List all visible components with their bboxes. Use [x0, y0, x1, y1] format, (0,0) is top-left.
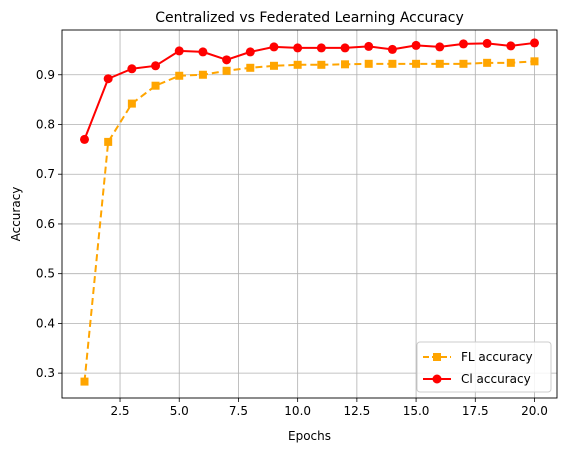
data-point — [269, 42, 279, 52]
data-point — [435, 59, 444, 68]
axis-ticks: 2.5 5.0 7.5 10.0 12.5 15.0 17.5 20.0 0.3 0.4 0.5 0.… — [36, 68, 548, 418]
legend: FL accuracy Cl accuracy — [416, 341, 552, 393]
y-tick-label: 0.9 — [36, 68, 55, 82]
data-point — [340, 43, 350, 53]
data-point — [530, 38, 539, 48]
x-tick-label: 17.5 — [462, 404, 489, 418]
data-point — [103, 74, 113, 84]
data-point — [458, 39, 468, 49]
data-point — [317, 60, 326, 69]
data-point — [245, 47, 255, 57]
data-point — [127, 64, 137, 74]
legend-fl-label: FL accuracy — [461, 350, 533, 364]
chart-title: Centralized vs Federated Learning Accura… — [155, 10, 464, 26]
data-point — [435, 42, 445, 52]
data-point — [80, 134, 89, 144]
plot-area-frame — [61, 29, 558, 399]
data-point — [482, 38, 492, 48]
data-point — [198, 47, 208, 57]
legend-cl-label: Cl accuracy — [461, 372, 531, 386]
data-point — [483, 58, 492, 67]
data-point — [412, 59, 421, 68]
data-point — [151, 61, 161, 71]
data-point — [387, 44, 397, 54]
data-series — [80, 38, 539, 386]
x-tick-label: 10.0 — [284, 404, 311, 418]
data-point — [506, 41, 516, 51]
data-point — [104, 137, 113, 146]
y-tick-label: 0.6 — [36, 217, 55, 231]
data-point — [269, 61, 278, 70]
data-point — [316, 43, 326, 53]
data-point — [364, 41, 374, 51]
data-point — [175, 71, 184, 80]
data-point — [341, 60, 350, 69]
y-tick-label: 0.7 — [36, 167, 55, 181]
data-point — [293, 43, 303, 53]
series-fl-accuracy — [80, 57, 539, 386]
y-tick-label: 0.8 — [36, 117, 55, 131]
data-point — [364, 59, 373, 68]
data-point — [411, 40, 421, 50]
data-point — [127, 99, 136, 108]
data-point — [198, 70, 207, 79]
y-axis-label: Accuracy — [9, 187, 23, 242]
legend-cl-marker — [432, 374, 442, 384]
data-point — [80, 377, 89, 386]
x-tick-label: 7.5 — [229, 404, 248, 418]
grid — [62, 30, 557, 398]
x-tick-label: 5.0 — [170, 404, 189, 418]
data-point — [222, 66, 231, 75]
y-tick-label: 0.3 — [36, 366, 55, 380]
x-axis-label: Epochs — [288, 429, 331, 443]
x-tick-label: 15.0 — [403, 404, 430, 418]
x-tick-label: 20.0 — [521, 404, 548, 418]
data-point — [151, 81, 160, 90]
data-point — [293, 60, 302, 69]
y-tick-label: 0.4 — [36, 316, 55, 330]
series-cl-accuracy — [80, 38, 539, 144]
data-point — [246, 63, 255, 72]
data-point — [506, 58, 515, 67]
data-point — [388, 59, 397, 68]
x-tick-label: 2.5 — [110, 404, 129, 418]
data-point — [222, 55, 232, 65]
x-tick-label: 12.5 — [344, 404, 371, 418]
data-point — [459, 59, 468, 68]
y-tick-label: 0.5 — [36, 267, 55, 281]
data-point — [530, 57, 539, 66]
legend-fl-marker — [433, 353, 441, 361]
data-point — [174, 46, 184, 56]
